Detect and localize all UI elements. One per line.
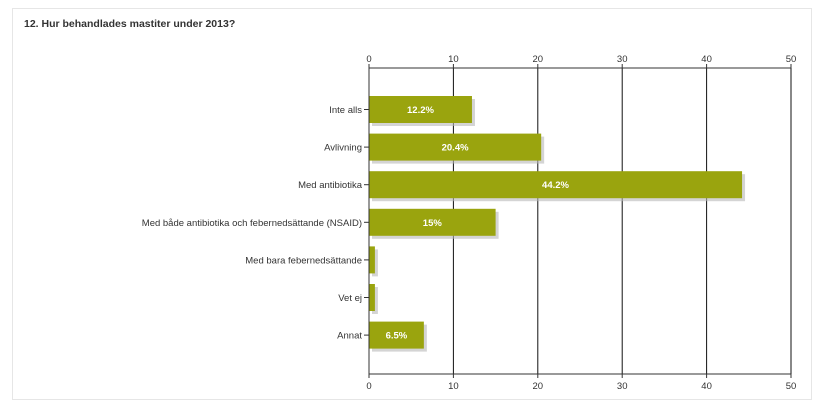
x-tick-label-bottom: 40 bbox=[701, 381, 712, 392]
bar bbox=[369, 284, 375, 311]
category-label: Med antibiotika bbox=[298, 180, 363, 191]
category-label: Avlivning bbox=[324, 143, 362, 154]
bar-data-label: 44.2% bbox=[542, 180, 569, 191]
x-tick-label-bottom: 10 bbox=[448, 381, 459, 392]
bar bbox=[369, 171, 743, 199]
x-tick-label-bottom: 30 bbox=[617, 381, 628, 392]
y-axis-categories: Inte alls Avlivning Med antibiotika Med båd… bbox=[142, 68, 370, 374]
x-tick-label-top: 10 bbox=[448, 54, 459, 65]
x-tick-label-bottom: 20 bbox=[533, 381, 544, 392]
bar bbox=[369, 208, 496, 236]
x-tick-label-top: 0 bbox=[366, 54, 371, 65]
bar-shadow bbox=[372, 287, 378, 314]
category-label: Annat bbox=[337, 331, 362, 342]
x-tick-label-top: 30 bbox=[617, 54, 628, 65]
category-label: Vet ej bbox=[338, 293, 362, 304]
bar bbox=[369, 246, 375, 274]
x-tick-label-bottom: 50 bbox=[786, 381, 797, 392]
bar-data-label: 20.4% bbox=[442, 143, 469, 154]
x-tick-label-top: 50 bbox=[786, 54, 797, 65]
bar bbox=[369, 321, 424, 349]
bar-data-label: 12.2% bbox=[407, 105, 434, 116]
category-label: Med bara febernedsättande bbox=[245, 255, 362, 266]
bar-shadow bbox=[372, 249, 378, 277]
category-label: Med både antibiotika och febernedsättand… bbox=[142, 218, 362, 229]
bar bbox=[369, 96, 472, 123]
chart-title: 12. Hur behandlades mastiter under 2013? bbox=[24, 18, 236, 30]
x-tick-label-bottom: 0 bbox=[366, 381, 371, 392]
x-axis-bottom: 0 10 20 30 40 50 bbox=[366, 373, 797, 392]
bar-data-label: 6.5% bbox=[386, 331, 408, 342]
bars: 12.2% 20.4% 44.2% 15% 6.5% bbox=[369, 96, 746, 352]
bar-data-label: 15% bbox=[423, 218, 443, 229]
category-label: Inte alls bbox=[329, 105, 362, 116]
x-tick-label-top: 40 bbox=[701, 54, 712, 65]
x-tick-label-top: 20 bbox=[533, 54, 544, 65]
bar bbox=[369, 133, 542, 161]
x-axis-top: 0 10 20 30 40 50 bbox=[366, 54, 797, 69]
